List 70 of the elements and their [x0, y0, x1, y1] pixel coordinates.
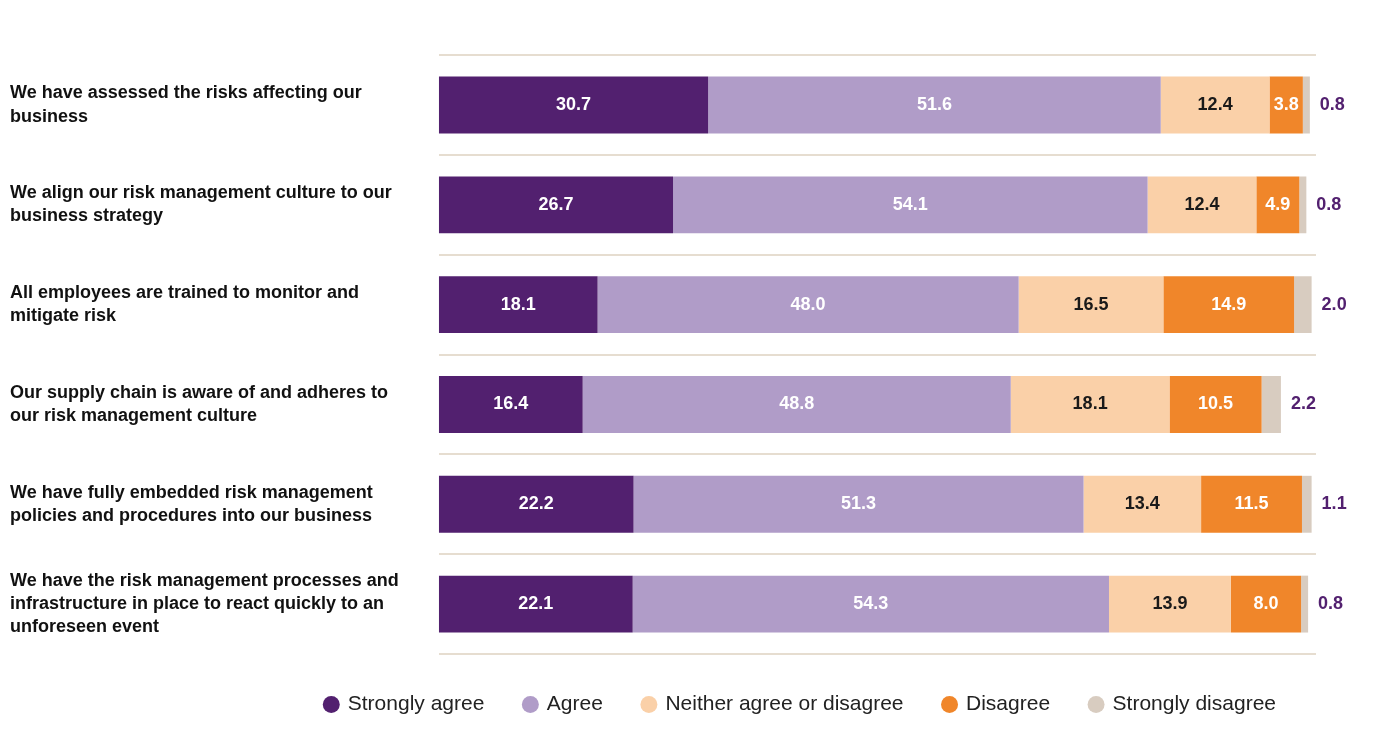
- bar: [1163, 276, 1295, 334]
- data-label: 0.8: [1319, 93, 1345, 114]
- bar: [1160, 76, 1270, 134]
- data-label: 10.5: [1198, 393, 1234, 414]
- bar: [708, 76, 1161, 134]
- bar: [438, 376, 583, 433]
- bar: [673, 176, 1148, 234]
- legend-label: Neither agree or disagree: [665, 691, 904, 715]
- data-label: 14.9: [1211, 293, 1247, 314]
- bar: [438, 76, 709, 134]
- bar: [582, 376, 1011, 433]
- data-label: 11.5: [1234, 493, 1269, 514]
- bar: [633, 475, 1084, 533]
- bar: [632, 575, 1109, 633]
- bar: [1083, 475, 1202, 533]
- bar: [1302, 76, 1310, 134]
- data-label: 51.6: [916, 93, 952, 114]
- y-tick-label: We align our risk management culture to our business strategy: [10, 182, 392, 226]
- data-label: 2.0: [1321, 293, 1347, 314]
- data-label: 18.1: [500, 293, 536, 314]
- bar: [1230, 575, 1302, 633]
- data-label: 18.1: [1072, 393, 1108, 414]
- y-tick-label: We have fully embedded risk management policies and procedures into our business: [10, 481, 373, 525]
- data-label: 51.3: [841, 493, 877, 514]
- data-label: 4.9: [1265, 193, 1291, 214]
- legend-label: Strongly disagree: [1112, 691, 1277, 715]
- data-label: 22.1: [518, 593, 554, 614]
- legend-label: Strongly agree: [347, 691, 485, 715]
- bar: [1010, 376, 1170, 433]
- data-label: 2.2: [1290, 393, 1316, 414]
- bar: [597, 276, 1019, 334]
- data-label: 0.8: [1316, 193, 1342, 214]
- bar: [1147, 176, 1257, 234]
- data-label: 30.7: [555, 93, 591, 114]
- bar: [438, 276, 598, 334]
- bar: [1301, 575, 1309, 633]
- bar: [438, 575, 633, 633]
- bar: [1299, 176, 1307, 234]
- bar: [1108, 575, 1231, 633]
- data-label: 13.9: [1152, 593, 1188, 614]
- bar: [1169, 376, 1262, 433]
- data-label: 0.8: [1318, 593, 1344, 614]
- legend-label: Agree: [546, 691, 603, 715]
- bar: [1201, 475, 1302, 533]
- bar: [1018, 276, 1164, 334]
- y-tick-label: We have the risk management processes and infrastructure in place to react quickly to an unforeseen event: [10, 569, 399, 637]
- y-tick-label: All employees are trained to monitor and mitigate risk: [10, 281, 360, 326]
- data-label: 13.4: [1124, 493, 1160, 514]
- bar: [1256, 176, 1300, 234]
- bar: [1294, 276, 1312, 334]
- data-label: 12.4: [1197, 93, 1233, 114]
- data-label: 16.4: [493, 393, 529, 414]
- data-label: 48.8: [779, 393, 815, 414]
- bar: [438, 176, 674, 234]
- data-label: 16.5: [1073, 293, 1109, 314]
- data-label: 54.3: [853, 593, 889, 614]
- y-tick-label: Our supply chain is aware of and adheres to our risk management culture: [10, 381, 389, 426]
- legend-label: Disagree: [966, 691, 1051, 715]
- data-label: 12.4: [1184, 193, 1220, 214]
- y-tick-label: We have assessed the risks affecting our business: [10, 82, 362, 126]
- data-label: 3.8: [1273, 93, 1299, 114]
- data-label: 26.7: [538, 193, 574, 214]
- data-label: 54.1: [892, 193, 928, 214]
- bar: [438, 475, 634, 533]
- bar: [1261, 376, 1281, 433]
- data-label: 48.0: [790, 293, 826, 314]
- data-label: 8.0: [1253, 593, 1279, 614]
- data-label: 22.2: [518, 493, 554, 514]
- bar: [1301, 475, 1312, 533]
- data-label: 1.1: [1321, 493, 1347, 514]
